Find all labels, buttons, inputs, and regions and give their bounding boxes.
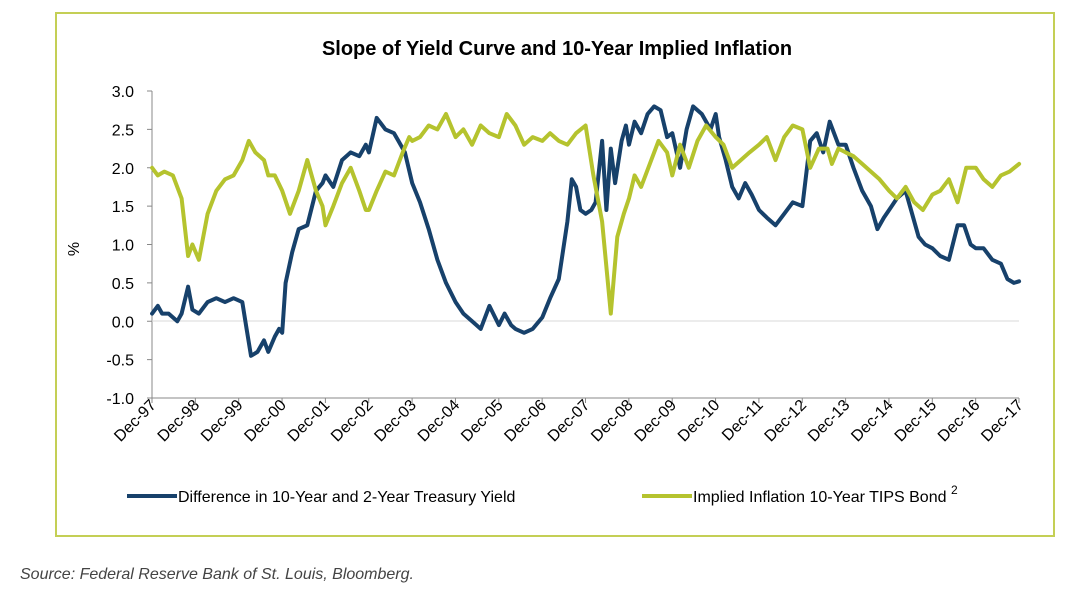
series-line-implied-inflation (150, 112, 1022, 316)
series-line-yield-curve-slope (150, 104, 1022, 358)
x-tick-label: Dec-14 (848, 397, 897, 446)
y-tick-label: -0.5 (106, 353, 134, 370)
x-tick-label: Dec-16 (935, 397, 984, 446)
x-tick-label: Dec-00 (241, 397, 290, 446)
legend: Difference in 10-Year and 2-Year Treasur… (127, 483, 958, 506)
chart-title: Slope of Yield Curve and 10-Year Implied… (322, 38, 792, 60)
series-lines (150, 104, 1022, 358)
y-tick-label: 2.5 (112, 122, 134, 139)
x-tick-label: Dec-01 (285, 397, 334, 446)
legend-label-implied-inflation: Implied Inflation 10-Year TIPS Bond 2 (693, 483, 958, 506)
y-tick-label: 1.0 (112, 238, 134, 255)
y-tick-label: 0.5 (112, 276, 134, 293)
x-tick-label: Dec-03 (371, 397, 420, 446)
x-tick-label: Dec-06 (501, 397, 550, 446)
chart-frame: Slope of Yield Curve and 10-Year Implied… (55, 12, 1055, 537)
x-tick-label: Dec-11 (719, 397, 767, 445)
source-note: Source: Federal Reserve Bank of St. Loui… (20, 566, 414, 583)
y-tick-label: 1.5 (112, 199, 134, 216)
y-tick-label: 0.0 (112, 314, 134, 331)
x-tick-label: Dec-07 (545, 397, 594, 446)
x-tick-label: Dec-17 (978, 397, 1027, 446)
x-tick-label: Dec-09 (632, 397, 681, 446)
x-tick-label: Dec-08 (588, 397, 637, 446)
x-tick-label: Dec-15 (892, 397, 941, 446)
x-tick-label: Dec-04 (415, 397, 464, 446)
y-tick-label: -1.0 (106, 391, 134, 408)
x-tick-label: Dec-05 (458, 397, 507, 446)
x-tick-label: Dec-99 (198, 397, 247, 446)
x-tick-label: Dec-98 (155, 397, 204, 446)
x-tick-label: Dec-02 (328, 397, 377, 446)
x-tick-labels: Dec-97Dec-98Dec-99Dec-00Dec-01Dec-02Dec-… (111, 397, 1027, 446)
legend-superscript: 2 (951, 483, 958, 497)
legend-label-yield-curve-slope: Difference in 10-Year and 2-Year Treasur… (178, 489, 515, 506)
x-tick-label: Dec-12 (762, 397, 811, 446)
y-axis-label: % (66, 242, 83, 256)
x-tick-label: Dec-10 (675, 397, 724, 446)
x-tick-label: Dec-13 (805, 397, 854, 446)
y-tick-label: 3.0 (112, 84, 134, 101)
line-chart: Slope of Yield Curve and 10-Year Implied… (66, 38, 1027, 506)
y-tick-labels: 3.0 2.5 2.0 1.5 1.0 0.5 0.0 -0.5 -1.0 (106, 84, 152, 408)
y-tick-label: 2.0 (112, 161, 134, 178)
